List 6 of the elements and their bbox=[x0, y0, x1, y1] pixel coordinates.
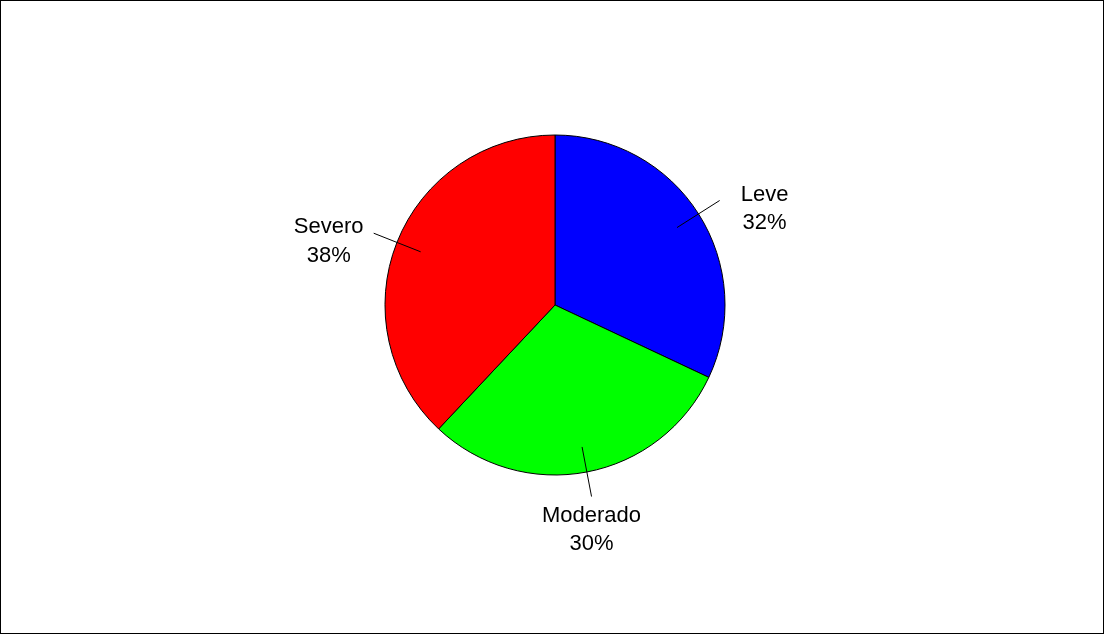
data-label: 38% bbox=[306, 241, 351, 267]
slice-label: Moderado bbox=[542, 501, 642, 527]
slice-label: Severo bbox=[293, 213, 364, 239]
data-label: 30% bbox=[569, 530, 614, 556]
data-label: 32% bbox=[742, 209, 787, 235]
slice-label: Leve bbox=[740, 180, 789, 206]
